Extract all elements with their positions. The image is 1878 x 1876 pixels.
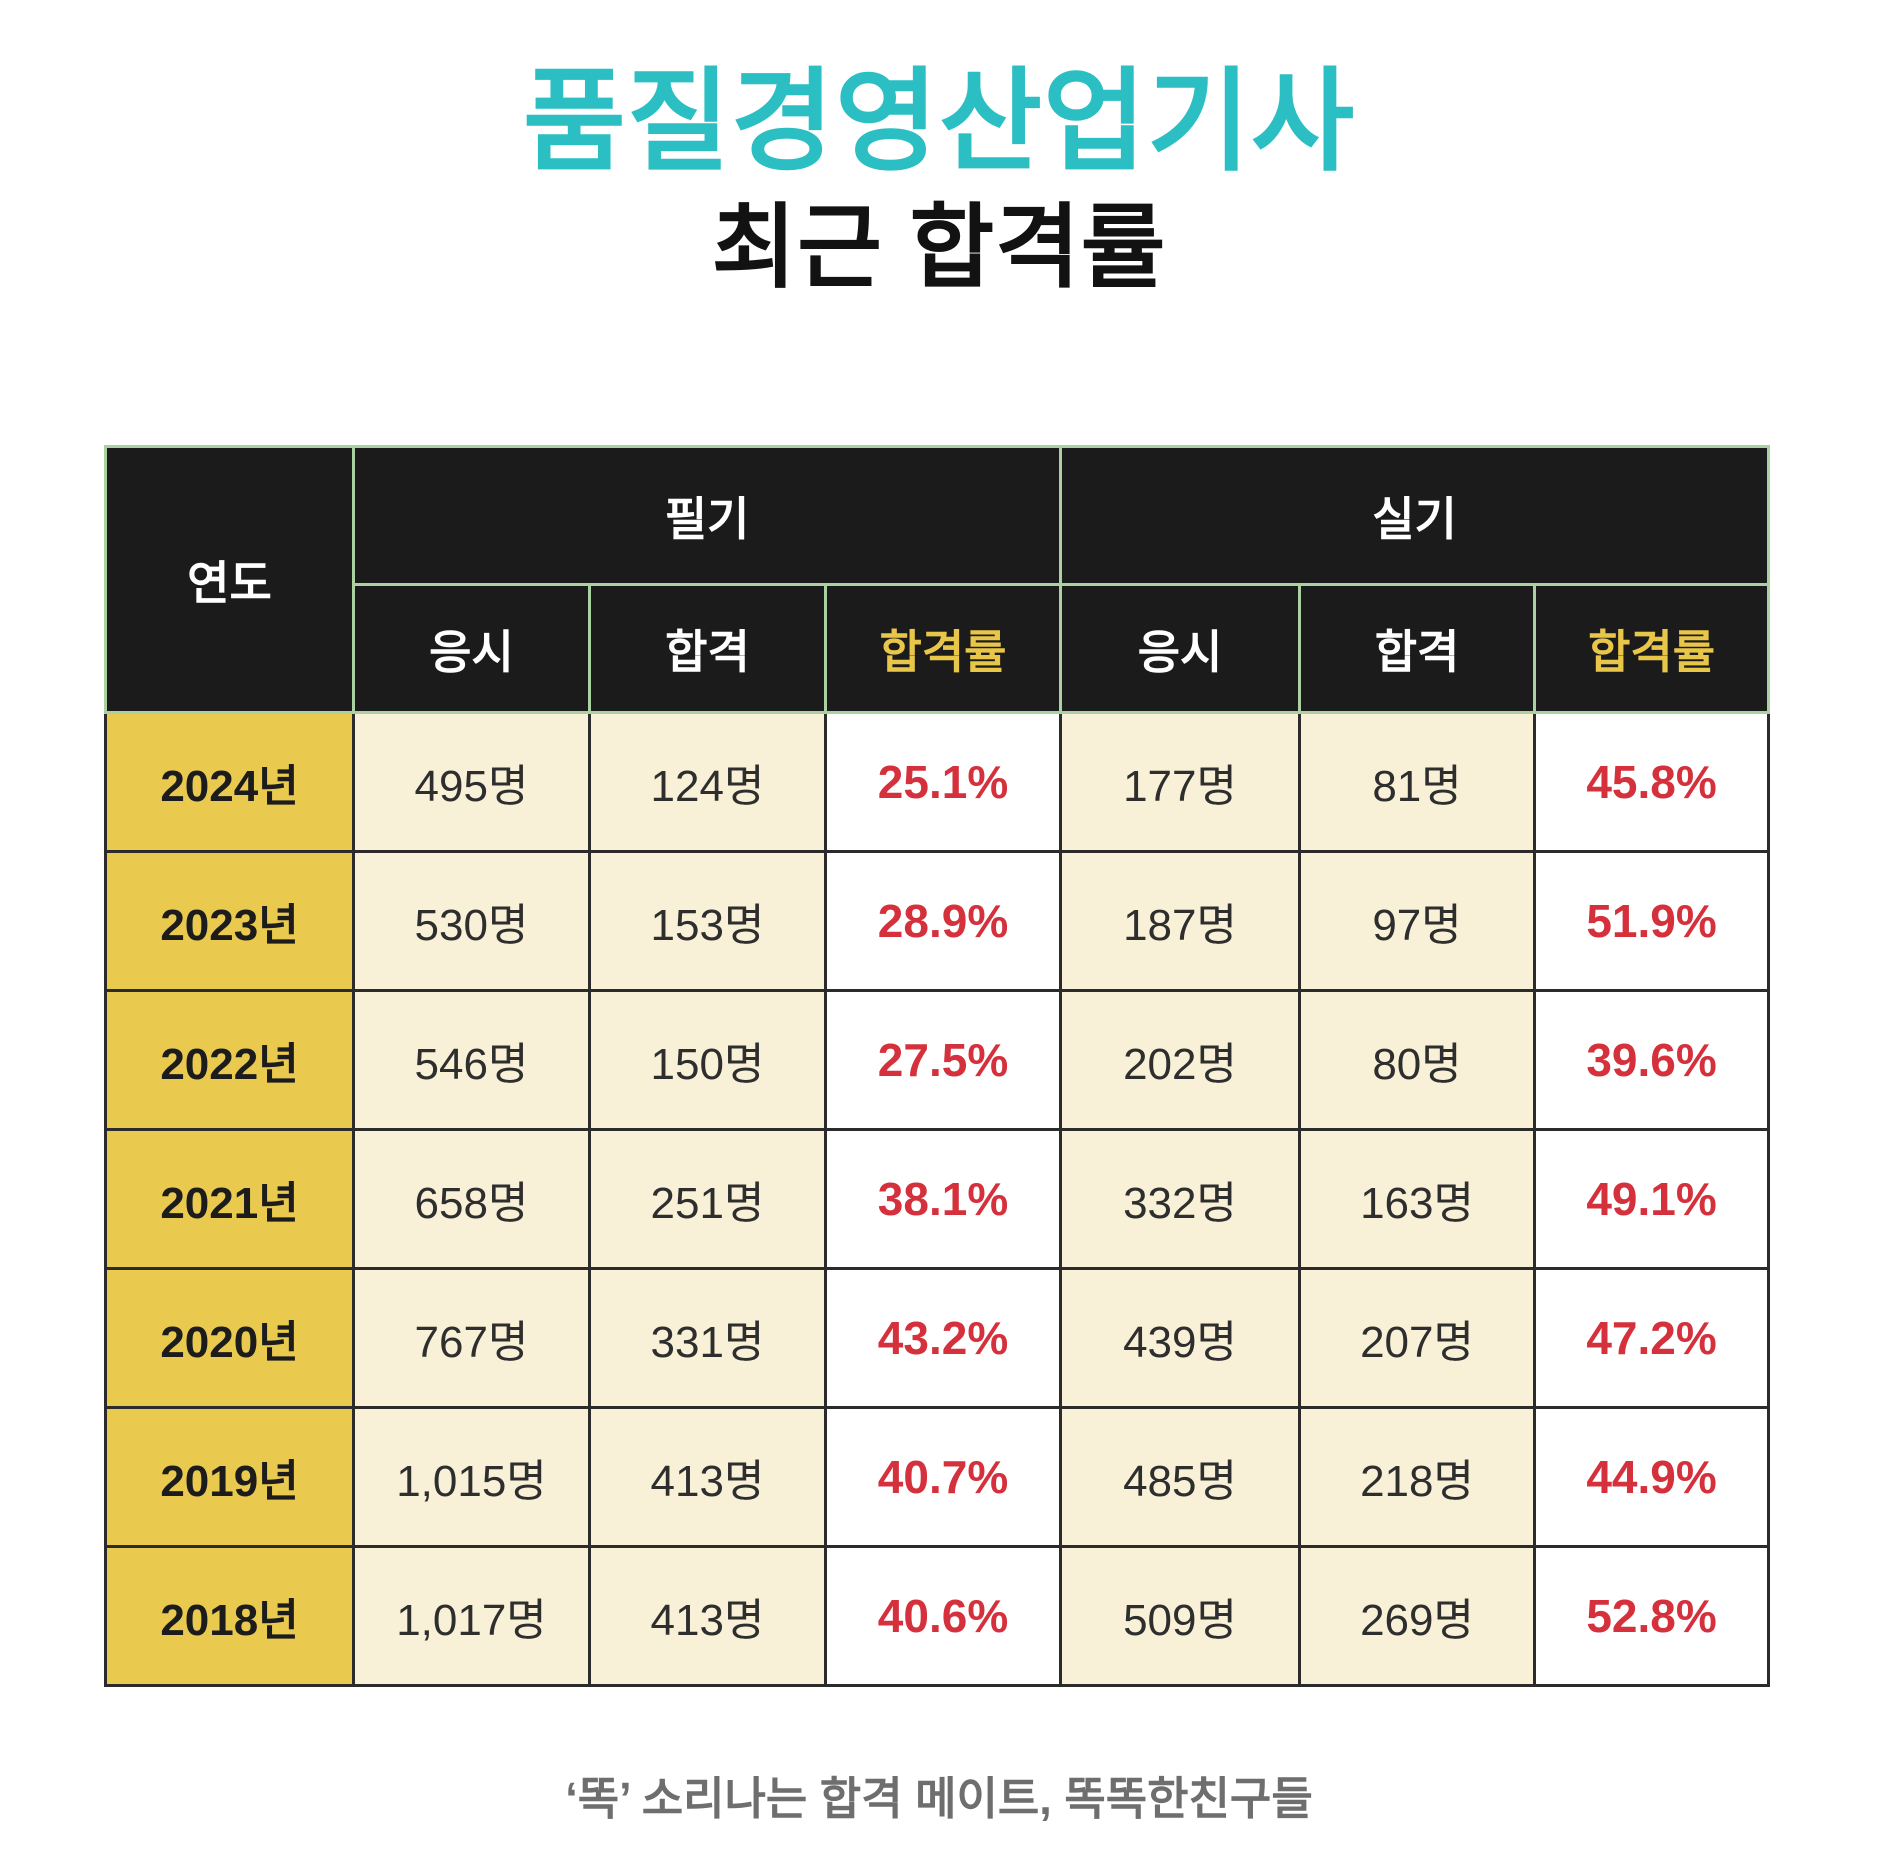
table-group-header-row: 연도 필기 실기 — [104, 445, 1771, 714]
practical-passed-cell: 269명 — [1298, 1545, 1537, 1687]
year-cell: 2021년 — [104, 1128, 355, 1270]
year-cell: 2024년 — [104, 711, 355, 853]
practical-passed-cell: 163명 — [1298, 1128, 1537, 1270]
year-cell: 2018년 — [104, 1545, 355, 1687]
practical-passed-cell: 97명 — [1298, 850, 1537, 992]
practical-applied-cell: 332명 — [1059, 1128, 1302, 1270]
table-row-2021: 2021년 658명 251명 38.1% 332명 163명 49.1% — [104, 1128, 1771, 1270]
written-applied-cell: 658명 — [352, 1128, 591, 1270]
written-passed-cell: 251명 — [588, 1128, 827, 1270]
practical-passed-cell: 218명 — [1298, 1406, 1537, 1548]
written-passed-header: 합격 — [588, 583, 827, 714]
page-title: 품질경영산업기사 — [522, 59, 1356, 184]
written-passed-cell: 153명 — [588, 850, 827, 992]
written-rate-cell: 40.6% — [823, 1545, 1063, 1687]
written-passed-cell: 413명 — [588, 1545, 827, 1687]
table-row-2024: 2024년 495명 124명 25.1% 177명 81명 45.8% — [104, 711, 1771, 853]
practical-rate-cell: 49.1% — [1533, 1128, 1771, 1270]
year-cell: 2020년 — [104, 1267, 355, 1409]
table-sub-header-row: 응시 합격 합격률 응시 합격 합격률 — [106, 583, 1771, 714]
practical-applied-header: 응시 — [1059, 583, 1302, 714]
table-row-2023: 2023년 530명 153명 28.9% 187명 97명 51.9% — [104, 850, 1771, 992]
practical-applied-cell: 202명 — [1059, 989, 1302, 1131]
written-passed-cell: 150명 — [588, 989, 827, 1131]
practical-applied-cell: 187명 — [1059, 850, 1302, 992]
year-cell: 2023년 — [104, 850, 355, 992]
practical-rate-header: 합격률 — [1533, 583, 1771, 714]
written-rate-cell: 25.1% — [823, 711, 1063, 853]
practical-rate-cell: 51.9% — [1533, 850, 1771, 992]
written-rate-cell: 40.7% — [823, 1406, 1063, 1548]
written-applied-cell: 767명 — [352, 1267, 591, 1409]
practical-passed-cell: 207명 — [1298, 1267, 1537, 1409]
table-row-2018: 2018년 1,017명 413명 40.6% 509명 269명 52.8% — [104, 1545, 1771, 1687]
written-applied-cell: 546명 — [352, 989, 591, 1131]
written-rate-cell: 38.1% — [823, 1128, 1063, 1270]
table-row-2020: 2020년 767명 331명 43.2% 439명 207명 47.2% — [104, 1267, 1771, 1409]
written-applied-cell: 1,015명 — [352, 1406, 591, 1548]
written-applied-cell: 495명 — [352, 711, 591, 853]
practical-passed-cell: 80명 — [1298, 989, 1537, 1131]
written-rate-cell: 27.5% — [823, 989, 1063, 1131]
practical-applied-cell: 509명 — [1059, 1545, 1302, 1687]
footer-tagline: ‘똑’ 소리나는 합격 메이트, 똑똑한친구들 — [565, 1773, 1313, 1824]
year-column-header: 연도 — [104, 445, 355, 714]
practical-rate-cell: 39.6% — [1533, 989, 1771, 1131]
practical-applied-cell: 485명 — [1059, 1406, 1302, 1548]
written-group-header: 필기 — [351, 445, 1063, 586]
practical-applied-cell: 439명 — [1059, 1267, 1302, 1409]
year-cell: 2019년 — [104, 1406, 355, 1548]
written-passed-cell: 124명 — [588, 711, 827, 853]
written-applied-cell: 530명 — [352, 850, 591, 992]
pass-rate-table: 연도 필기 실기 응시 합격 합격률 응시 합격 합격률 2024년 495명 … — [104, 445, 1771, 1687]
practical-rate-cell: 45.8% — [1533, 711, 1771, 853]
practical-rate-cell: 47.2% — [1533, 1267, 1771, 1409]
page-subtitle: 최근 합격률 — [711, 197, 1167, 299]
practical-rate-cell: 44.9% — [1533, 1406, 1771, 1548]
practical-rate-cell: 52.8% — [1533, 1545, 1771, 1687]
table-row-2022: 2022년 546명 150명 27.5% 202명 80명 39.6% — [104, 989, 1771, 1131]
written-rate-cell: 43.2% — [823, 1267, 1063, 1409]
written-rate-cell: 28.9% — [823, 850, 1063, 992]
practical-passed-cell: 81명 — [1298, 711, 1537, 853]
year-cell: 2022년 — [104, 989, 355, 1131]
table-row-2019: 2019년 1,015명 413명 40.7% 485명 218명 44.9% — [104, 1406, 1771, 1548]
written-passed-cell: 331명 — [588, 1267, 827, 1409]
practical-applied-cell: 177명 — [1059, 711, 1302, 853]
written-passed-cell: 413명 — [588, 1406, 827, 1548]
written-applied-cell: 1,017명 — [352, 1545, 591, 1687]
practical-group-header: 실기 — [1059, 445, 1771, 586]
practical-passed-header: 합격 — [1298, 583, 1537, 714]
written-rate-header: 합격률 — [823, 583, 1063, 714]
written-applied-header: 응시 — [352, 583, 591, 714]
